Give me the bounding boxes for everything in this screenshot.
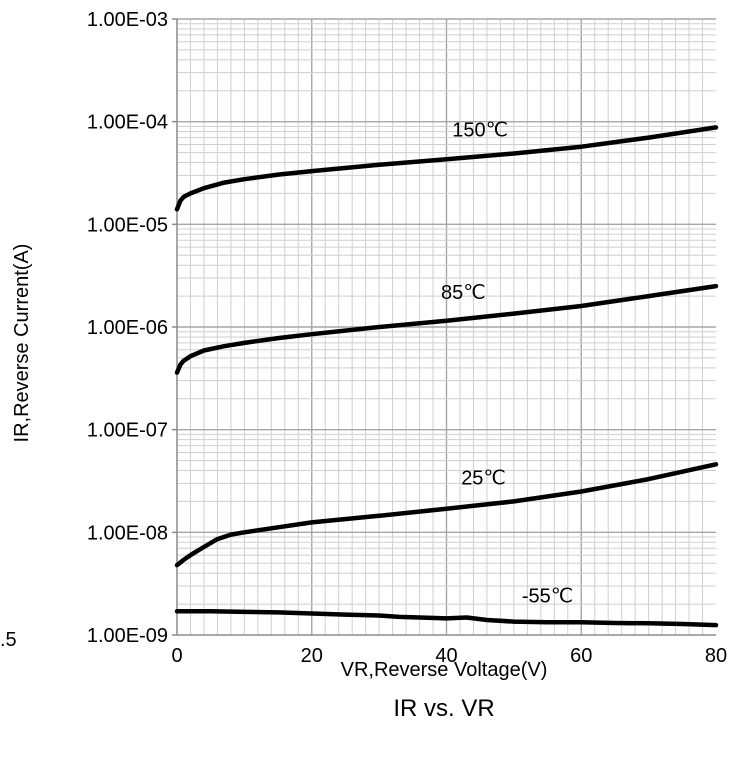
y-tick-label: 1.00E-05 <box>87 214 168 236</box>
left-edge-tick-fragment: .5 <box>0 629 17 651</box>
series-label: -55℃ <box>522 585 573 607</box>
y-tick-label: 1.00E-04 <box>87 112 168 134</box>
plot-labels: 150℃ 85℃ 25℃ -55℃ <box>441 119 573 607</box>
x-tick-label: 80 <box>705 645 727 667</box>
plot-grid <box>177 19 716 635</box>
x-tick-label: 20 <box>301 645 323 667</box>
y-tick-label: 1.00E-09 <box>87 625 168 647</box>
y-tick-label: 1.00E-06 <box>87 317 168 339</box>
x-axis-label: VR,Reverse Voltage(V) <box>341 659 548 681</box>
series-label: 85℃ <box>441 282 486 304</box>
y-tick-label: 1.00E-08 <box>87 522 168 544</box>
series-label: 25℃ <box>461 468 506 490</box>
chart-title: IR vs. VR <box>393 695 494 722</box>
x-tick-label: 0 <box>171 645 182 667</box>
series-label: 150℃ <box>452 119 508 141</box>
y-tick-label: 1.00E-03 <box>87 9 168 31</box>
y-tick-label: 1.00E-07 <box>87 420 168 442</box>
x-tick-label: 60 <box>570 645 592 667</box>
y-axis-label: IR,Reverse Current(A) <box>11 244 33 443</box>
plot-axes: 1.00E-09 1.00E-08 1.00E-07 1.00E-06 1.00E-05… <box>87 9 727 667</box>
